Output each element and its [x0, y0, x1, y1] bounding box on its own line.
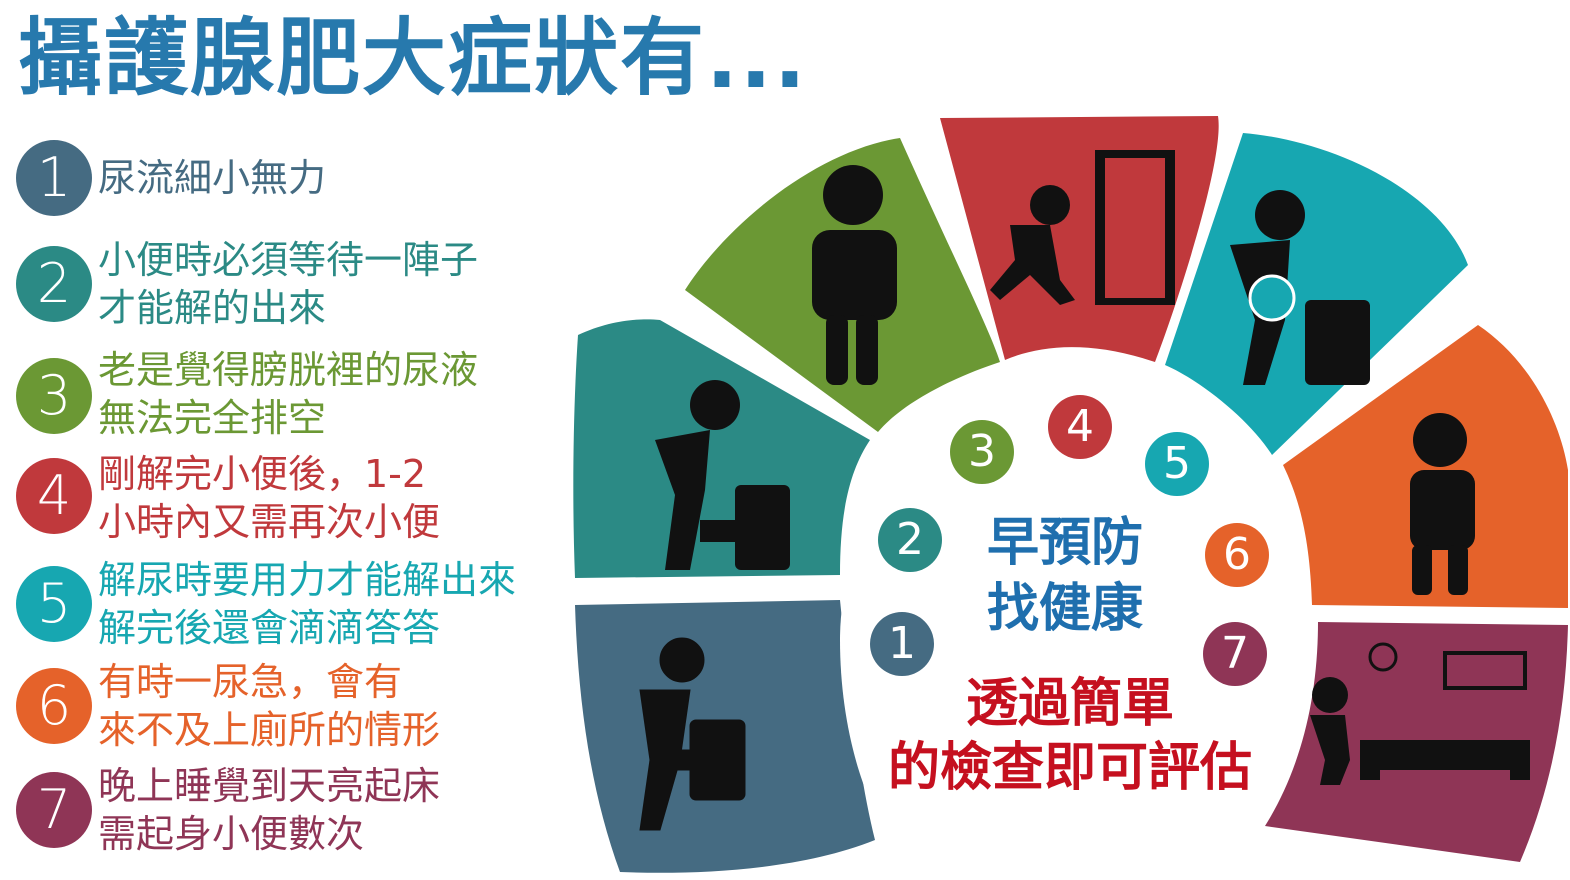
number-badge-1: 1	[16, 140, 92, 216]
center-number-1: 1	[870, 612, 934, 676]
figure-rushing-to-toilet-icon	[990, 150, 1175, 305]
number-badge-2: 2	[16, 246, 92, 322]
symptom-text-3: 老是覺得膀胱裡的尿液 無法完全排空	[98, 346, 478, 442]
center-area	[840, 395, 1305, 830]
segment-6	[1283, 325, 1568, 608]
figure-waiting-icon	[655, 380, 790, 570]
symptom-7-line-1: 晚上睡覺到天亮起床	[98, 764, 441, 808]
segment-2	[573, 319, 870, 578]
symptom-text-7: 晚上睡覺到天亮起床 需起身小便數次	[98, 762, 440, 858]
number-badge-7: 7	[16, 772, 92, 848]
symptom-text-1: 尿流細小無力	[98, 154, 326, 202]
slogan-line-3: 透過簡單	[965, 674, 1174, 734]
slogan-assessment: 透過簡單 的檢查即可評估	[860, 672, 1280, 800]
figure-nighttime-icon	[1310, 642, 1530, 785]
symptom-1-line-1: 尿流細小無力	[98, 156, 327, 200]
segment-5	[1165, 133, 1468, 455]
symptom-text-5: 解尿時要用力才能解出來 解完後還會滴滴答答	[98, 556, 516, 652]
slogan-line-1: 早預防	[986, 513, 1143, 573]
page-title: 攝護腺肥大症狀有...	[18, 9, 808, 107]
symptom-item-1: 1 尿流細小無力	[16, 140, 576, 220]
slogan-line-4: 的檢查即可評估	[887, 738, 1252, 798]
symptom-item-7: 7 晚上睡覺到天亮起床 需起身小便數次	[16, 764, 576, 856]
symptom-text-2: 小便時必須等待一陣子 才能解的出來	[98, 236, 478, 332]
symptom-5-line-1: 解尿時要用力才能解出來	[98, 558, 517, 602]
center-number-2: 2	[878, 508, 942, 572]
number-badge-4: 4	[16, 458, 92, 534]
number-badge-6: 6	[16, 668, 92, 744]
symptom-7-line-2: 需起身小便數次	[98, 812, 365, 856]
center-number-7: 7	[1203, 622, 1267, 686]
slogan-line-2: 找健康	[986, 579, 1143, 639]
symptom-4-line-2: 小時內又需再次小便	[98, 500, 441, 544]
center-number-6: 6	[1205, 523, 1269, 587]
symptom-item-5: 5 解尿時要用力才能解出來 解完後還會滴滴答答	[16, 558, 576, 650]
number-badge-5: 5	[16, 566, 92, 642]
symptom-item-3: 3 老是覺得膀胱裡的尿液 無法完全排空	[16, 348, 576, 440]
symptom-3-line-1: 老是覺得膀胱裡的尿液	[98, 348, 479, 392]
symptom-3-line-2: 無法完全排空	[98, 396, 327, 440]
symptom-5-line-2: 解完後還會滴滴答答	[98, 606, 441, 650]
figure-holding-belly-icon	[812, 165, 897, 385]
symptom-6-line-2: 來不及上廁所的情形	[98, 708, 441, 752]
slogan-prevention: 早預防 找健康	[960, 510, 1170, 642]
symptom-text-6: 有時一尿急，會有 來不及上廁所的情形	[98, 658, 440, 754]
symptom-2-line-1: 小便時必須等待一陣子	[98, 238, 479, 282]
symptom-item-4: 4 剛解完小便後，1-2 小時內又需再次小便	[16, 452, 576, 544]
symptom-item-6: 6 有時一尿急，會有 來不及上廁所的情形	[16, 660, 576, 752]
symptom-text-4: 剛解完小便後，1-2 小時內又需再次小便	[98, 450, 440, 546]
figure-weak-stream-icon	[639, 637, 746, 831]
symptom-6-line-1: 有時一尿急，會有	[98, 660, 403, 704]
center-number-5: 5	[1145, 432, 1209, 496]
center-number-3: 3	[950, 420, 1014, 484]
symptom-4-line-1: 剛解完小便後，1-2	[98, 452, 427, 496]
symptom-2-line-2: 才能解的出來	[98, 286, 327, 330]
figure-urgency-icon	[1410, 413, 1475, 595]
symptom-item-2: 2 小便時必須等待一陣子 才能解的出來	[16, 238, 576, 330]
number-badge-3: 3	[16, 358, 92, 434]
figure-straining-icon	[1230, 190, 1370, 385]
center-number-4: 4	[1048, 395, 1112, 459]
